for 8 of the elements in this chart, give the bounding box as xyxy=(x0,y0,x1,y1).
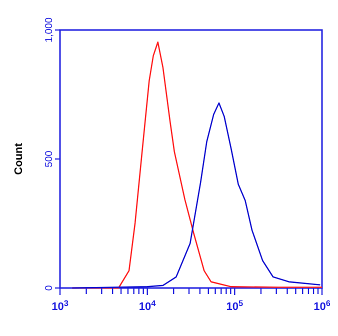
y-tick-label: 500 xyxy=(44,150,55,168)
y-tick-label: 0 xyxy=(44,284,55,291)
x-tick-label: 10$^{4}$ xyxy=(138,298,156,313)
y-tick-label: 1,000 xyxy=(44,17,55,43)
x-tick-label: 10$^{3}$ xyxy=(52,298,69,313)
x-tick-label: 10$^{5}$ xyxy=(226,298,244,313)
y-axis-title: Count xyxy=(13,142,25,175)
x-tick-label: 10$^{6}$ xyxy=(314,298,331,313)
